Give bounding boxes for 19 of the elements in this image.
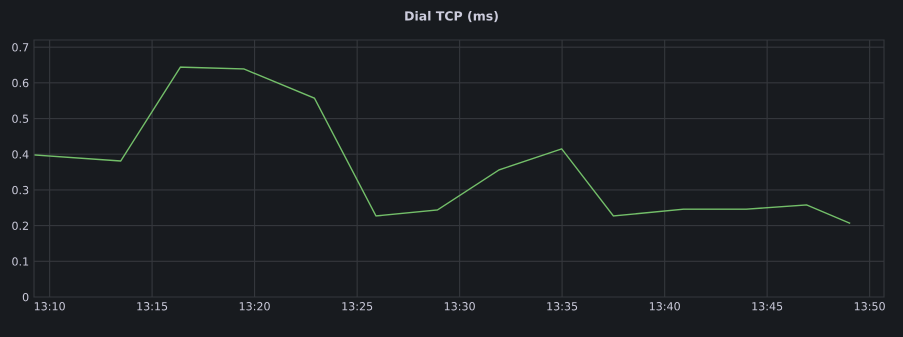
y-tick-label: 0 <box>22 292 28 302</box>
x-tick-label: 13:45 <box>752 302 782 310</box>
chart-title: Dial TCP (ms) <box>405 10 498 22</box>
x-tick-label: 13:15 <box>137 302 168 310</box>
y-tick-label: 0.2 <box>12 222 28 230</box>
x-tick-label: 13:20 <box>240 302 270 310</box>
y-tick-label: 0.1 <box>12 257 28 266</box>
y-tick-label: 0.5 <box>12 114 28 123</box>
y-tick-label: 0.4 <box>12 150 29 159</box>
line-series <box>34 66 850 224</box>
y-tick-label: 0.3 <box>12 186 28 194</box>
y-tick-label: 0.7 <box>12 43 28 52</box>
x-tick-label: 13:40 <box>650 302 680 310</box>
x-tick-label: 13:35 <box>547 302 578 310</box>
y-tick-label: 0.6 <box>12 78 28 88</box>
x-tick-label: 13:25 <box>342 302 372 310</box>
x-tick-label: 13:10 <box>34 302 65 310</box>
x-tick-label: 13:50 <box>854 302 885 310</box>
x-tick-label: 13:30 <box>444 302 475 310</box>
